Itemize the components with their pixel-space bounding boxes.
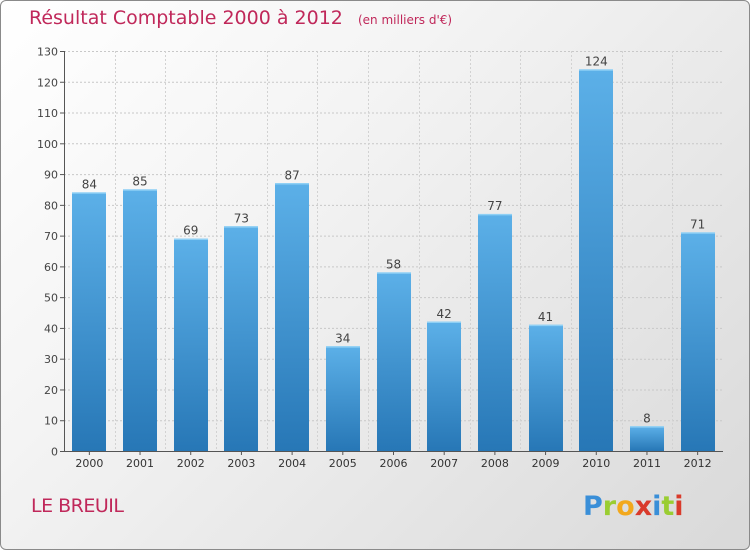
chart-title-main: Résultat Comptable 2000 à 2012	[29, 7, 343, 29]
y-tick-label: 30	[44, 353, 58, 366]
data-label: 71	[690, 218, 705, 232]
x-tick-label: 2002	[177, 457, 205, 470]
proxiti-logo[interactable]: Proxiti	[583, 491, 684, 522]
bar-2005[interactable]	[326, 346, 360, 451]
x-tick-label: 2000	[75, 457, 103, 470]
y-tick-label: 100	[37, 138, 58, 151]
x-tick-label: 2003	[227, 457, 255, 470]
x-tick-label: 2004	[278, 457, 306, 470]
x-tick-label: 2011	[633, 457, 661, 470]
bars: 84 85 69 73 87 34 58 42 77 41 124 8 71	[72, 54, 715, 452]
y-tick-label: 50	[44, 292, 58, 305]
data-label: 124	[585, 54, 608, 68]
data-label: 73	[234, 211, 249, 225]
bar-2007[interactable]	[427, 321, 461, 451]
bar-2003[interactable]	[224, 226, 258, 451]
data-label: 69	[183, 224, 198, 238]
bar-2009[interactable]	[529, 324, 563, 451]
commune-name: LE BREUIL	[31, 495, 124, 517]
x-tick-label: 2006	[380, 457, 408, 470]
data-label: 42	[437, 307, 452, 321]
data-label: 34	[335, 331, 350, 345]
y-tick-label: 110	[37, 107, 58, 120]
bar-2004[interactable]	[275, 183, 309, 452]
chart-unit-label: (en milliers d'€)	[357, 13, 453, 27]
data-label: 41	[538, 310, 553, 324]
x-tick-label: 2005	[329, 457, 357, 470]
bar-2010[interactable]	[579, 69, 613, 451]
bar-2001[interactable]	[123, 189, 157, 451]
y-tick-label: 40	[44, 322, 58, 335]
bar-2012[interactable]	[681, 232, 715, 451]
data-label: 87	[284, 168, 299, 182]
y-tick-label: 60	[44, 261, 58, 274]
y-tick-label: 70	[44, 230, 58, 243]
data-label: 58	[386, 258, 401, 272]
y-tick-label: 80	[44, 199, 58, 212]
data-label: 85	[132, 174, 147, 188]
x-tick-label: 2007	[430, 457, 458, 470]
bar-2011[interactable]	[630, 426, 664, 451]
chart-title: Résultat Comptable 2000 à 2012 (en milli…	[29, 7, 452, 29]
data-label: 84	[82, 178, 97, 192]
y-tick-label: 0	[51, 446, 58, 459]
bar-2002[interactable]	[174, 238, 208, 451]
axes: 0 10 20 30 40 50 60 70 80 90 100 110 120 130 2000 2001 2…	[37, 46, 723, 470]
y-tick-label: 20	[44, 384, 58, 397]
grid-lines	[64, 51, 723, 451]
x-tick-label: 2008	[481, 457, 509, 470]
y-tick-label: 130	[37, 46, 58, 59]
bar-2000[interactable]	[72, 192, 106, 452]
y-tick-label: 10	[44, 415, 58, 428]
bar-2006[interactable]	[377, 272, 411, 451]
data-label: 77	[487, 199, 502, 213]
data-label: 8	[643, 411, 651, 425]
bar-2008[interactable]	[478, 214, 512, 451]
x-tick-label: 2001	[126, 457, 154, 470]
x-tick-label: 2009	[532, 457, 560, 470]
y-tick-label: 120	[37, 76, 58, 89]
x-tick-label: 2010	[582, 457, 610, 470]
y-tick-label: 90	[44, 169, 58, 182]
x-tick-label: 2012	[684, 457, 712, 470]
